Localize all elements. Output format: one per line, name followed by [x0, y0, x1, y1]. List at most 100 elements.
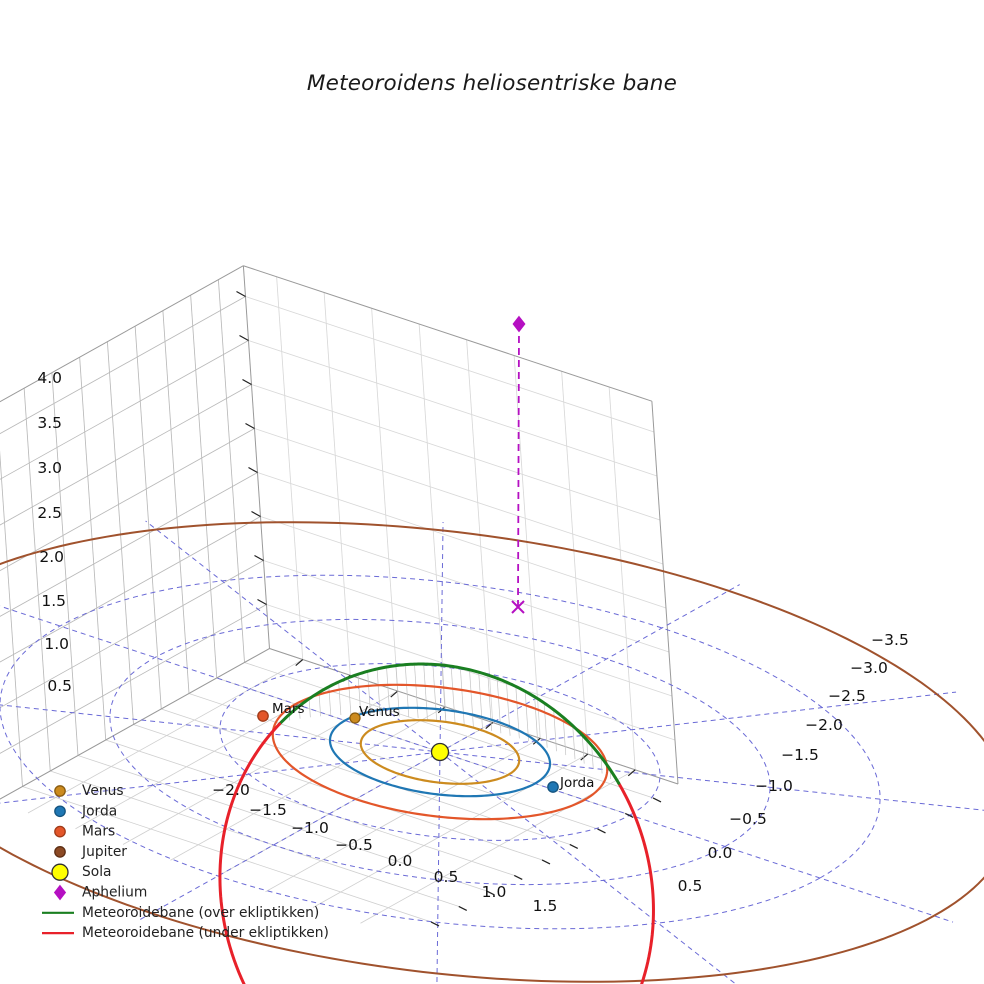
tick-label-z: 2.5	[37, 504, 62, 522]
ecliptic-circle	[109, 618, 771, 886]
drop-line	[581, 735, 585, 764]
pane-gridline	[106, 341, 134, 725]
pane-gridline	[513, 355, 541, 739]
pane-edge	[0, 648, 270, 800]
legend-label: Jupiter	[81, 844, 127, 860]
tick-label-y: −2.5	[828, 687, 866, 705]
ecliptic-radial	[145, 520, 735, 984]
floor-gridline	[105, 739, 515, 876]
tick-label-z: 2.0	[39, 548, 64, 566]
drop-line	[367, 671, 371, 715]
x-tick	[627, 769, 636, 777]
legend-marker-dot	[54, 846, 66, 858]
drop-line	[450, 666, 456, 724]
drop-line	[423, 664, 428, 720]
legend-marker-dot	[54, 825, 66, 838]
pane-gridline	[217, 279, 245, 663]
tick-label-x: −1.5	[249, 801, 287, 819]
body-label-venus: Venus	[359, 704, 400, 720]
jorda-marker	[547, 781, 559, 793]
tick-label-z: 4.0	[37, 369, 62, 387]
legend-label: Meteoroidebane (over ekliptikken)	[82, 905, 319, 921]
drop-line	[338, 681, 342, 716]
legend-label: Mars	[82, 824, 115, 840]
body-markers	[257, 315, 559, 793]
aphelium-marker	[512, 315, 526, 333]
pane-gridline	[0, 516, 261, 663]
drop-line	[591, 745, 594, 769]
sola-marker	[430, 742, 450, 762]
z-tick	[236, 290, 246, 298]
y-tick	[624, 812, 634, 818]
pane-gridline	[134, 326, 162, 710]
pane-edge	[651, 401, 679, 785]
drop-line	[469, 669, 474, 727]
pane-edge	[0, 265, 244, 403]
pane-gridline	[266, 604, 676, 741]
z-tick	[257, 598, 267, 606]
legend-label: Venus	[82, 783, 124, 799]
pane-gridline	[418, 323, 446, 707]
page-title: Meteoroidens heliosentriske bane	[306, 71, 678, 96]
pane-gridline	[276, 276, 304, 660]
tick-label-y: −0.5	[729, 810, 767, 828]
aphelion-projection-x-icon	[511, 600, 525, 614]
pane-gridline	[323, 292, 351, 676]
pane-gridline	[190, 295, 218, 679]
aphelion-drop-line	[517, 323, 520, 608]
mars-marker	[257, 710, 269, 722]
drop-line	[414, 664, 419, 719]
tick-label-y: −3.5	[871, 631, 909, 649]
drop-line	[308, 698, 311, 718]
pane-gridline	[0, 604, 267, 754]
tick-label-y: −3.0	[850, 659, 888, 677]
venus-marker	[349, 712, 361, 724]
floor-gridline	[360, 769, 636, 924]
drop-line	[318, 692, 321, 717]
y-tick	[430, 921, 440, 927]
y-tick	[569, 843, 579, 849]
x-tick	[580, 753, 589, 761]
axis-tick-marks	[236, 290, 662, 927]
body-label-mars: Mars	[272, 701, 305, 717]
pane-gridline	[245, 296, 655, 433]
pane-edge	[243, 265, 653, 402]
floor-gridline	[77, 755, 487, 892]
floor-gridline	[265, 737, 541, 893]
tick-label-x: 0.0	[388, 852, 413, 870]
pane-gridline	[248, 340, 658, 477]
z-tick	[245, 422, 255, 430]
meteoroid-below-ecliptic	[218, 722, 655, 984]
pane-gridline	[254, 428, 664, 565]
z-tick	[239, 334, 249, 342]
pane-gridline	[0, 384, 252, 526]
pane-gridline	[561, 371, 589, 755]
pane-gridline	[51, 372, 79, 756]
y-tick	[513, 874, 523, 880]
drop-line	[298, 706, 301, 719]
drop-line	[459, 667, 465, 726]
pane-gridline	[0, 340, 249, 480]
planet-orbits	[0, 521, 984, 983]
z-tick	[254, 554, 264, 562]
x-tick	[390, 690, 399, 698]
drop-line	[348, 677, 352, 715]
orbit-mars	[271, 683, 609, 821]
tick-label-y: −1.0	[755, 777, 793, 795]
legend-marker-dot	[51, 863, 69, 881]
drop-line	[432, 664, 438, 721]
y-tick	[541, 859, 551, 865]
legend-label: Jorda	[81, 803, 117, 819]
legend-marker-dot	[54, 785, 66, 797]
meteoroid-above-ecliptic	[278, 662, 444, 726]
pane-gridline	[79, 357, 107, 741]
tick-label-x: 1.5	[533, 897, 558, 915]
ecliptic-radial	[0, 691, 957, 804]
drop-line	[441, 665, 447, 722]
drop-line	[376, 668, 381, 716]
drop-line	[404, 664, 410, 718]
pane-gridline	[371, 308, 399, 692]
tick-label-x: 1.0	[482, 883, 507, 901]
floor-gridline	[22, 786, 432, 923]
